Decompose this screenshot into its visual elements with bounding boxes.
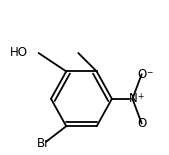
- Text: HO: HO: [10, 46, 28, 59]
- Text: Br: Br: [37, 137, 50, 150]
- Text: N: N: [129, 92, 138, 105]
- Text: O: O: [137, 117, 146, 130]
- Text: −: −: [146, 68, 152, 77]
- Text: O: O: [137, 68, 146, 81]
- Text: +: +: [137, 92, 143, 101]
